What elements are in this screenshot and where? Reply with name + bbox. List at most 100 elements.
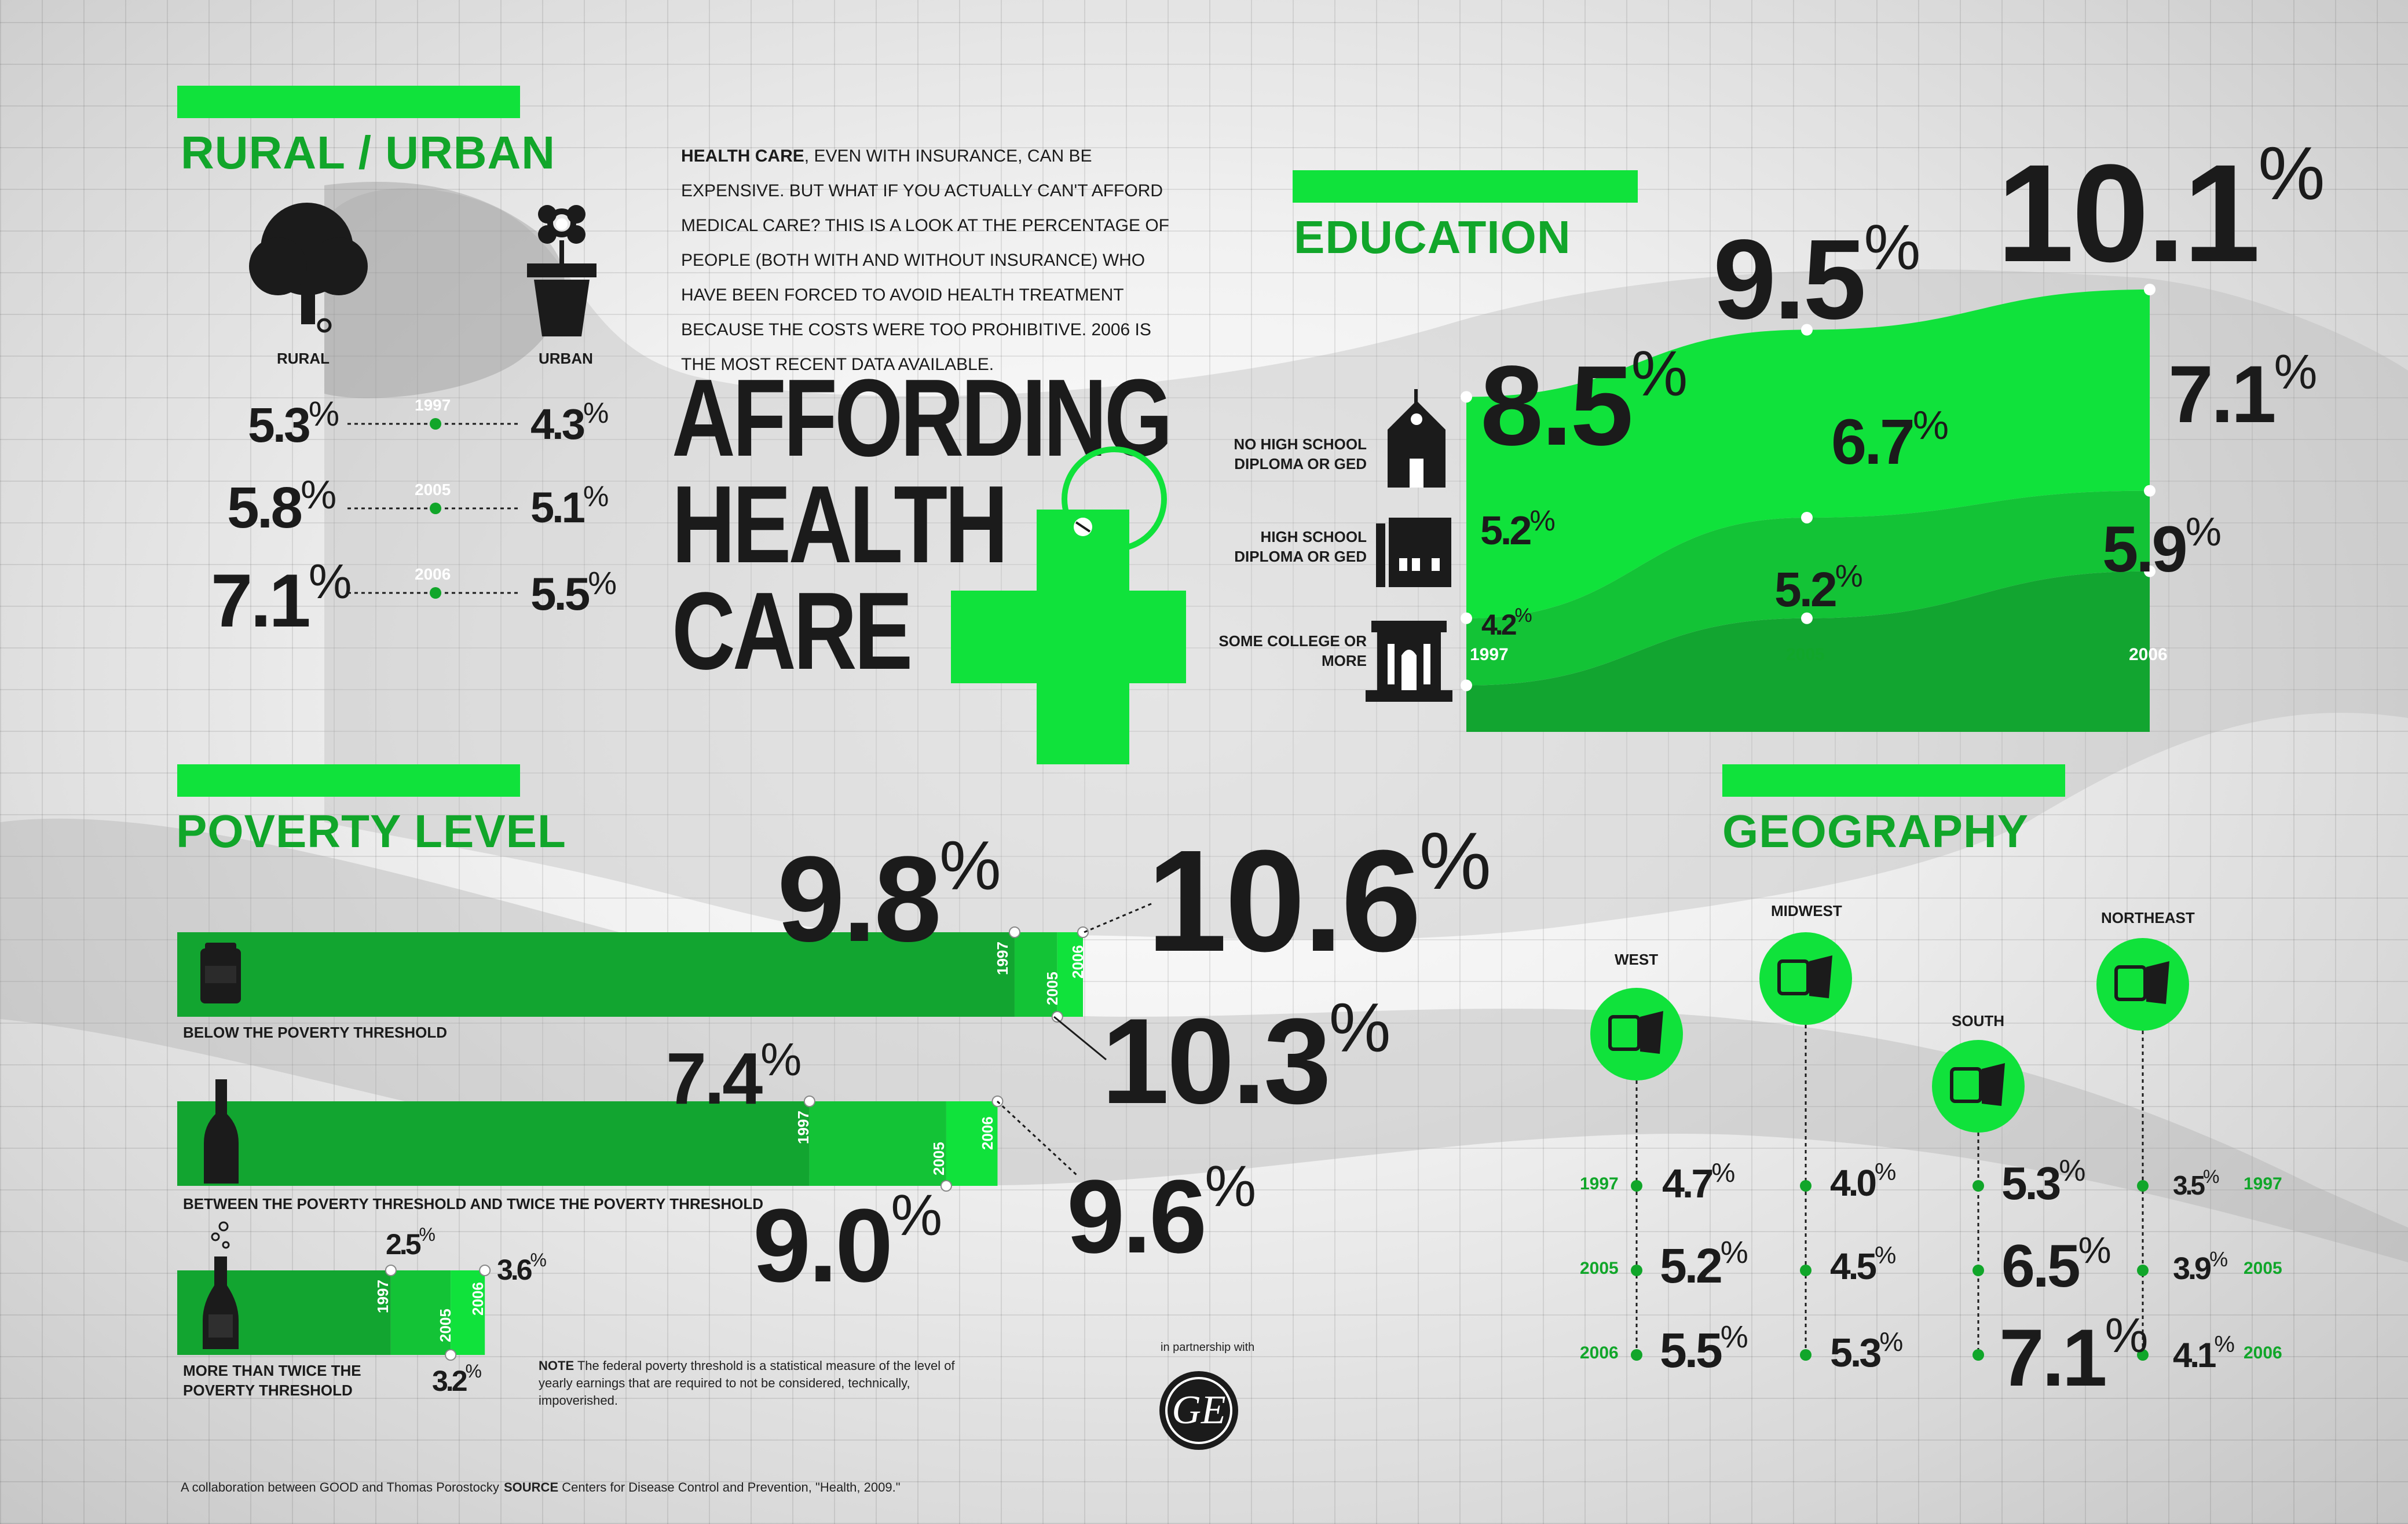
poverty-bar-0-1: [1014, 932, 1057, 1017]
pov-below-2006-value: 10.6%: [1147, 815, 1492, 981]
edu-nohs-1997: 8.5%: [1480, 338, 1688, 469]
edu-year-1997: 1997: [1470, 645, 1509, 664]
rural-1997-value: 5.3%: [248, 394, 340, 452]
edu-year-2006: 2006: [2129, 645, 2168, 664]
geo-year-1997-right: 1997: [2244, 1174, 2282, 1193]
ge-logo: GE: [1159, 1371, 1238, 1450]
intro-paragraph: HEALTH CARE, EVEN WITH INSURANCE, CAN BE…: [681, 139, 1179, 382]
geo-map-highlight-3: [2146, 961, 2169, 1004]
geo-map-3: [2114, 965, 2147, 1001]
geo-label-midwest: MIDWEST: [1771, 902, 1842, 919]
footer-source: SOURCE Centers for Disease Control and P…: [504, 1479, 901, 1496]
intro-lead: HEALTH CARE: [681, 146, 804, 166]
geo-south-2005: 6.5%: [2001, 1229, 2111, 1300]
edu-hs-2006: 7.1%: [2168, 345, 2318, 439]
geo-point-2-1: [1972, 1265, 1984, 1276]
pov-below-1997-value: 9.8%: [777, 827, 1001, 967]
geo-circle-0: [1590, 988, 1683, 1080]
geo-year-2006-right: 2006: [2244, 1343, 2282, 1362]
ge-logo-text: GE: [1172, 1388, 1226, 1433]
geo-west-2006: 5.5%: [1660, 1320, 1748, 1378]
geo-year-2005-left: 2005: [1580, 1259, 1619, 1278]
college-building-icon: [1366, 621, 1452, 702]
poverty-point-0-2: [1077, 926, 1089, 938]
poverty-bar-1-0: [177, 1101, 810, 1186]
poverty-point-0-1: [1051, 1011, 1063, 1023]
footer-credit: A collaboration between GOOD and Thomas …: [181, 1480, 499, 1494]
geo-year-1997-left: 1997: [1580, 1174, 1619, 1193]
geo-point-0-0: [1631, 1180, 1642, 1192]
source-lead: SOURCE: [504, 1480, 559, 1494]
geo-circle-2: [1932, 1040, 2025, 1133]
geo-west-1997: 4.7%: [1662, 1157, 1736, 1206]
poverty-note: NOTE The federal poverty threshold is a …: [539, 1357, 979, 1409]
geo-label-south: SOUTH: [1952, 1012, 2004, 1030]
edu-point-0-1: [1801, 324, 1813, 336]
champagne-bottle-icon: [203, 1221, 239, 1349]
poverty-leader-0-2: [1084, 902, 1153, 933]
poverty-bar-2-2: [451, 1270, 485, 1355]
rural-label: RURAL: [277, 350, 330, 367]
can-icon: [200, 943, 241, 1003]
geo-point-3-1: [2137, 1265, 2149, 1276]
poverty-point-2-1: [445, 1349, 457, 1361]
intro-body: , EVEN WITH INSURANCE, CAN BE EXPENSIVE.…: [681, 146, 1170, 374]
pov-above-2006-value: 3.6%: [497, 1250, 547, 1286]
education-header-bar: [1293, 170, 1638, 203]
geo-point-3-2: [2137, 1349, 2149, 1361]
poverty-bar-0-0: [177, 932, 1015, 1017]
geo-point-1-2: [1800, 1349, 1812, 1361]
geo-midwest-1997: 4.0%: [1830, 1158, 1897, 1204]
geo-point-0-1: [1631, 1265, 1642, 1276]
edu-nohs-2006: 10.1%: [1997, 131, 2325, 291]
urban-2005-value: 5.1%: [530, 480, 609, 532]
urban-1997-value: 4.3%: [530, 397, 609, 448]
geo-midwest-2005: 4.5%: [1830, 1241, 1897, 1287]
ru-year-1997: 1997: [415, 396, 451, 414]
edu-college-2006: 5.9%: [2102, 509, 2222, 585]
geography-header-bar: [1722, 764, 2065, 797]
geo-map-highlight-1: [1809, 955, 1832, 998]
pov-between-2006-value: 9.6%: [1067, 1154, 1257, 1275]
medical-cross-tag-icon: [951, 446, 1186, 764]
rural-urban-header-bar: [177, 86, 520, 118]
poverty-bar-0-2: [1057, 932, 1083, 1017]
poverty-bar-1-2: [946, 1101, 998, 1186]
urban-2006-value: 5.5%: [530, 565, 617, 620]
poverty-label-above: MORE THAN TWICE THE POVERTY THRESHOLD: [183, 1362, 361, 1399]
geo-label-northeast: NORTHEAST: [2101, 909, 2195, 926]
edu-label-college: SOME COLLEGE OR MORE: [1218, 632, 1367, 669]
edu-area-no-hs: [1466, 290, 2150, 618]
geo-year-2006-left: 2006: [1580, 1343, 1619, 1362]
geo-label-west: WEST: [1615, 951, 1659, 968]
edu-point-1-1: [1801, 511, 1813, 523]
edu-college-1997: 4.2%: [1481, 605, 1532, 641]
pov-above-1997-value: 2.5%: [386, 1224, 436, 1261]
poverty-leader-0-1: [1053, 1016, 1107, 1061]
geography-title: GEOGRAPHY: [1722, 805, 2029, 857]
geo-map-highlight-2: [1982, 1063, 2005, 1106]
edu-area-college: [1466, 571, 2150, 732]
edu-college-2005: 5.2%: [1774, 559, 1863, 617]
rural-urban-title: RURAL / URBAN: [181, 127, 556, 178]
tree-icon: [249, 203, 368, 333]
ru-year-2005: 2005: [415, 481, 451, 499]
geo-point-0-2: [1631, 1349, 1642, 1361]
geo-northeast-2005: 3.9%: [2173, 1247, 2228, 1286]
geo-circle-1: [1759, 932, 1852, 1025]
poverty-header-bar: [177, 764, 520, 797]
geo-point-1-0: [1800, 1180, 1812, 1192]
edu-point-2-0: [1461, 679, 1472, 691]
ru-year-2006: 2006: [415, 565, 451, 583]
poverty-label-between: BETWEEN THE POVERTY THRESHOLD AND TWICE …: [183, 1195, 764, 1212]
edu-year-2005: 2005: [1786, 645, 1825, 664]
poverty-title: POVERTY LEVEL: [176, 805, 566, 857]
poverty-point-0-0: [1008, 926, 1020, 938]
edu-point-2-2: [2144, 565, 2156, 577]
partnership-text: in partnership with: [1161, 1341, 1255, 1354]
poverty-label-below: BELOW THE POVERTY THRESHOLD: [183, 1024, 447, 1041]
geo-point-3-0: [2137, 1180, 2149, 1192]
title-line-2: HEALTH: [672, 463, 1008, 586]
poverty-point-1-1: [940, 1180, 952, 1192]
